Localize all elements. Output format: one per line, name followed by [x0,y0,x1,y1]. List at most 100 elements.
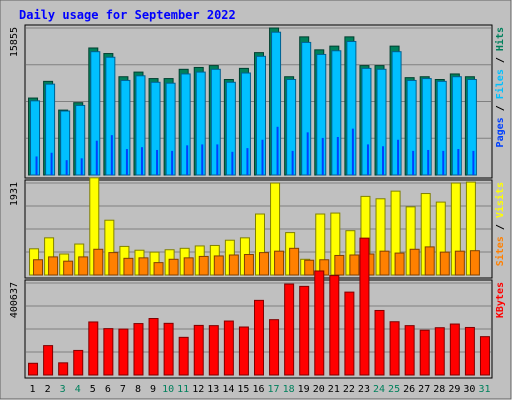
day-label-12: 12 [192,384,204,395]
files-bar-day-3 [60,110,71,176]
kbytes-bar-day-2 [43,345,54,376]
series-kbytes [28,237,490,376]
day-label-8: 8 [135,384,141,395]
files-bar-day-12 [195,71,206,176]
kbytes-bar-day-7 [118,328,129,376]
files-bar-day-7 [120,79,131,176]
files-bar-day-4 [75,104,86,176]
kbytes-bar-day-6 [103,328,114,376]
files-bar-day-30 [466,79,477,176]
legend-separator: / [495,99,506,117]
kbytes-bar-day-1 [28,362,39,376]
pages-bar-day-4 [80,158,83,175]
day-label-1: 1 [30,384,36,395]
day-label-23: 23 [358,384,370,395]
day-label-24: 24 [373,384,385,395]
legend-separator: / [495,218,506,236]
kbytes-bar-day-14 [223,320,234,376]
files-bar-day-13 [210,68,221,176]
sites-bar-day-6 [108,252,119,276]
pages-bar-day-16 [261,139,264,175]
pages-bar-day-20 [321,137,324,175]
y-max-label: 400637 [9,282,20,318]
pages-bar-day-14 [231,151,234,175]
pages-bar-day-2 [50,152,53,175]
pages-bar-day-27 [427,149,430,175]
pages-bar-day-8 [140,147,143,175]
files-bar-day-26 [406,79,417,176]
kbytes-bar-day-23 [359,237,370,376]
day-label-16: 16 [252,384,264,395]
day-label-13: 13 [207,384,219,395]
legend-files: Files [494,69,506,99]
day-label-3: 3 [60,384,66,395]
sites-bar-day-26 [409,248,420,276]
kbytes-bar-day-5 [88,321,99,376]
pages-bar-day-19 [306,132,309,175]
kbytes-bar-day-21 [329,275,340,376]
pages-bar-day-15 [246,148,249,175]
pages-bar-day-6 [110,135,113,175]
pages-bar-day-21 [336,136,339,175]
sites-bar-day-22 [349,254,360,276]
sites-bar-day-27 [424,246,435,276]
sites-bar-day-3 [63,260,74,276]
pages-bar-day-5 [95,140,98,175]
kbytes-bar-day-8 [133,323,144,376]
side-legend: KBytes [495,282,506,318]
files-bar-day-2 [45,83,56,176]
y-max-label: 1931 [9,182,20,206]
legend-pages: Pages [495,117,506,147]
kbytes-bar-day-25 [389,321,400,376]
sites-bar-day-12 [198,255,209,276]
sites-bar-day-4 [78,256,89,276]
kbytes-bar-day-9 [148,318,159,376]
day-label-6: 6 [105,384,111,395]
files-bar-day-24 [376,68,387,176]
sites-bar-day-14 [228,254,239,276]
kbytes-bar-day-18 [284,283,295,376]
kbytes-bar-day-26 [404,325,415,376]
day-label-28: 28 [433,384,445,395]
day-label-15: 15 [237,384,249,395]
sites-bar-day-8 [138,257,149,276]
kbytes-bar-day-19 [299,285,310,376]
pages-bar-day-25 [397,139,400,175]
series-pages [35,126,475,175]
panel-2: 1931 Sites / Visits [9,177,506,279]
kbytes-bar-day-17 [269,319,280,376]
sites-bar-day-5 [93,248,104,276]
kbytes-bar-day-29 [449,323,460,376]
day-label-29: 29 [448,384,460,395]
sites-bar-day-30 [469,250,480,276]
day-label-7: 7 [120,384,126,395]
pages-bar-day-29 [457,149,460,175]
title-bar [1,1,510,25]
kbytes-bar-day-10 [163,322,174,376]
kbytes-bar-day-11 [178,336,189,376]
sites-bar-day-9 [153,262,164,276]
day-label-11: 11 [177,384,189,395]
sites-bar-day-29 [454,250,465,276]
files-bar-day-1 [30,100,41,176]
pages-bar-day-11 [186,145,189,175]
sites-bar-day-28 [439,251,450,276]
pages-bar-day-26 [412,150,415,175]
day-label-5: 5 [90,384,96,395]
kbytes-bar-day-16 [254,299,264,376]
panel-1: 15855 Pages / Files / Hits [9,24,506,179]
files-bar-day-9 [150,81,161,176]
chart-title: Daily usage for September 2022 [19,8,236,22]
kbytes-bar-day-31 [479,336,490,376]
day-label-17: 17 [268,384,280,395]
files-bar-day-6 [105,56,116,176]
side-legend: Sites / Visits [494,182,506,266]
sites-bar-day-19 [304,259,315,276]
sites-bar-day-11 [183,257,194,276]
sites-bar-day-15 [243,254,254,276]
day-label-4: 4 [75,384,81,395]
kbytes-bar-day-15 [238,326,249,376]
panel-3: 400637 KBytes [9,237,506,379]
files-bar-day-5 [90,51,101,176]
files-bar-day-8 [135,75,146,176]
